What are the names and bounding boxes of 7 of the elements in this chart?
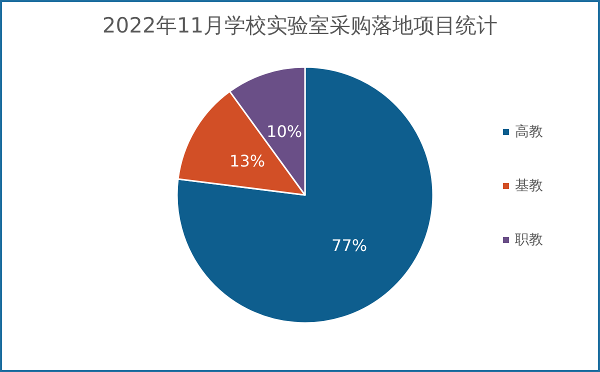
data-label: 13% bbox=[230, 151, 266, 170]
data-label: 10% bbox=[266, 122, 302, 141]
legend-label: 职教 bbox=[515, 232, 543, 248]
legend-label: 高教 bbox=[515, 124, 543, 140]
legend-label: 基教 bbox=[515, 178, 543, 194]
chart-title: 2022年11月学校实验室采购落地项目统计 bbox=[102, 14, 498, 38]
data-label: 77% bbox=[332, 236, 368, 255]
